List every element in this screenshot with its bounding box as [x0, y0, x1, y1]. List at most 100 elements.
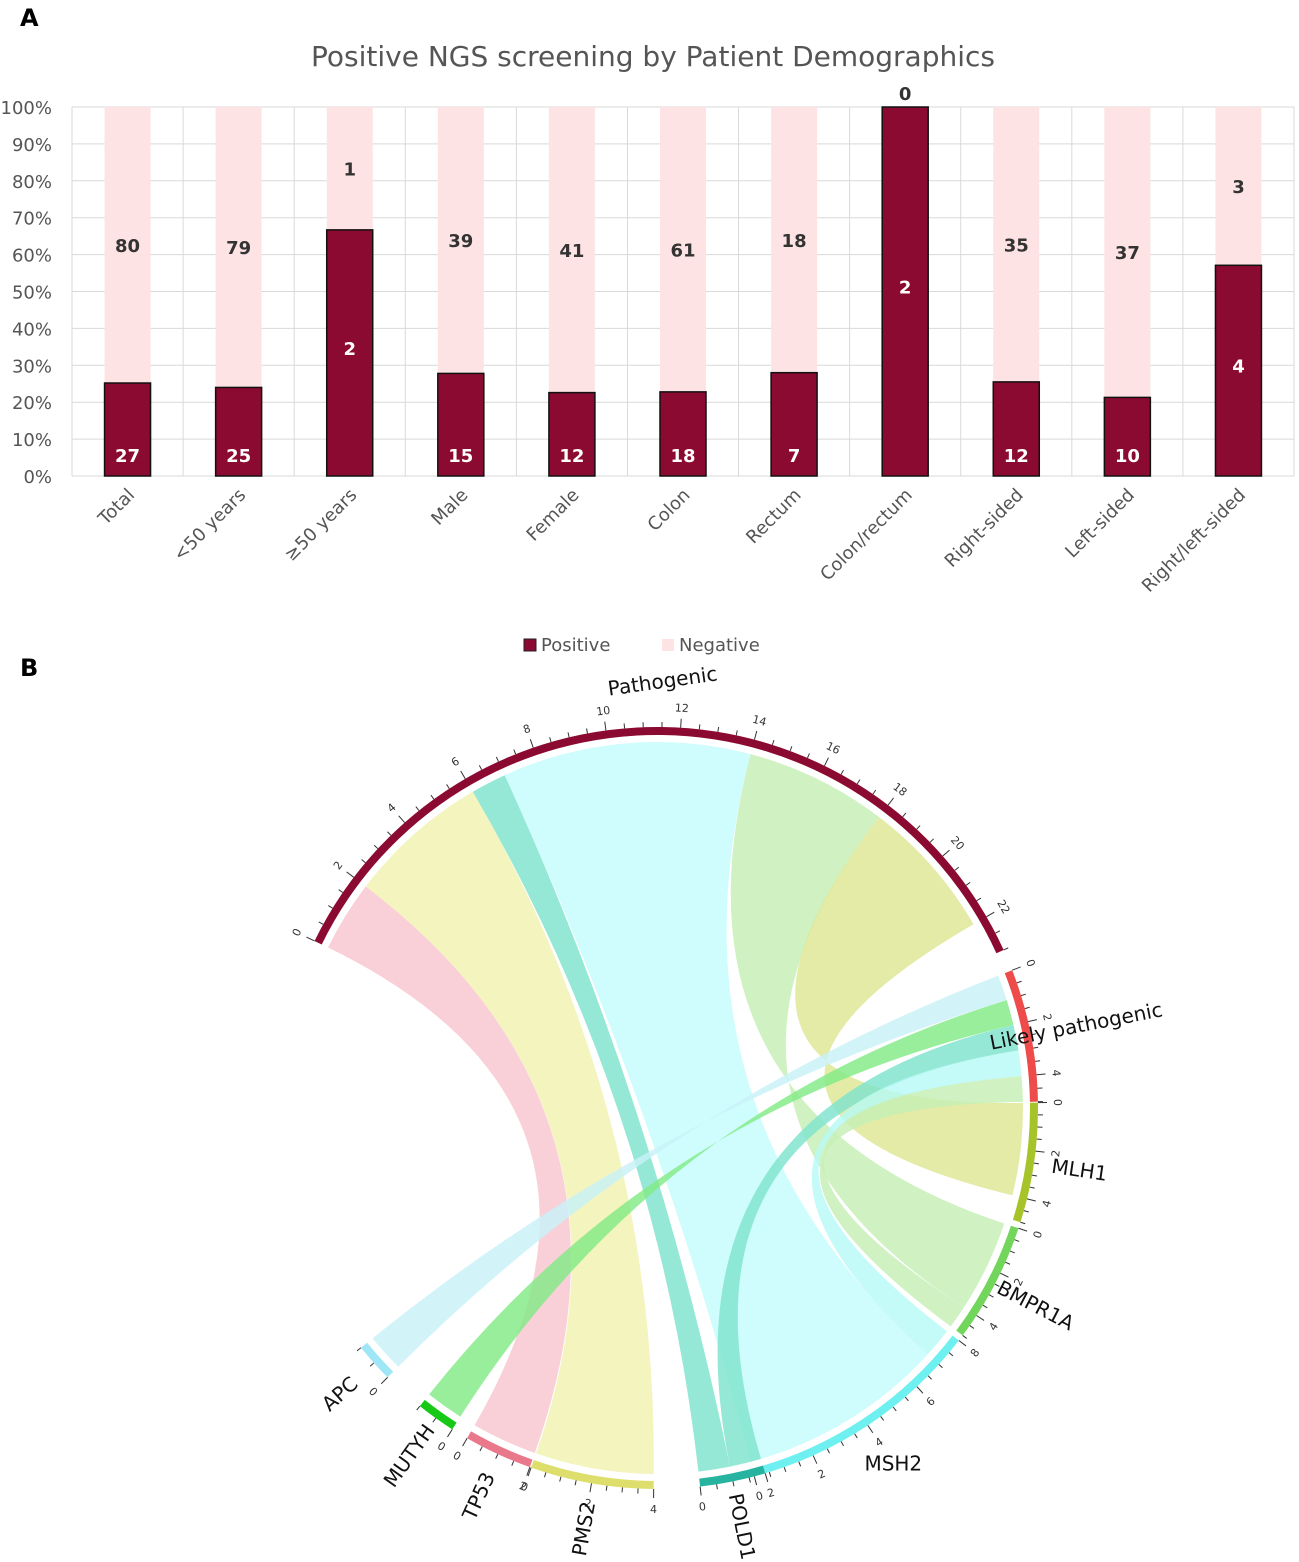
- legend-label-negative: Negative: [679, 635, 760, 656]
- tick-mark: [995, 930, 1001, 934]
- bar-label-positive: 12: [1004, 446, 1029, 467]
- link-likely-pathogenic-apc: [372, 975, 1007, 1367]
- link-likely-pathogenic-bmpr1a: [819, 1076, 1023, 1327]
- link-likely-pathogenic-mutyh: [429, 1000, 1014, 1417]
- bar-label-positive: 10: [1115, 446, 1140, 467]
- bar-marks: 27 80 25 79 2 1 15 39 12 41 18 61 7 18 2 0 12 35 10 37 4 3: [103, 84, 1263, 477]
- tick-mark: [840, 1441, 844, 1447]
- x-tick-label: Female: [523, 485, 584, 546]
- y-tick-label: 0%: [23, 467, 52, 488]
- tick-mark: [958, 1340, 967, 1347]
- tick-mark: [717, 726, 720, 732]
- tick-mark: [764, 1473, 769, 1483]
- tick-mark: [798, 1461, 802, 1467]
- bar-label-positive: 7: [788, 446, 801, 467]
- tick-mark: [735, 730, 738, 736]
- link-pathogenic-bmpr1a: [730, 754, 1005, 1308]
- chord-links: [328, 741, 1023, 1474]
- tick-label: 0: [1023, 958, 1038, 969]
- x-tick-label: Right-sided: [941, 485, 1028, 572]
- tick-label: 4: [1040, 1199, 1054, 1209]
- tick-mark: [559, 1476, 562, 1482]
- bar-label-negative: 80: [115, 236, 140, 257]
- tick-mark: [398, 815, 406, 823]
- bar-label-negative: 37: [1115, 243, 1140, 264]
- y-tick-label: 30%: [12, 356, 52, 377]
- tick-label: 18: [890, 780, 909, 799]
- bar-positive: [659, 391, 707, 477]
- tick-mark: [356, 1347, 362, 1352]
- tick-label: 10: [596, 704, 612, 719]
- bar-label-positive: 4: [1232, 357, 1245, 378]
- bar-negative: [660, 107, 706, 392]
- tick-mark: [699, 1486, 702, 1496]
- y-tick-label: 100%: [1, 98, 52, 119]
- bar-label-positive: 27: [115, 446, 140, 467]
- bar-positive: [437, 372, 485, 477]
- tick-mark: [988, 1294, 994, 1298]
- tick-mark: [460, 770, 466, 780]
- bar-label-negative: 41: [559, 241, 584, 262]
- tick-mark: [753, 730, 758, 740]
- x-tick-label: Left-sided: [1061, 485, 1139, 563]
- tick-mark: [369, 1362, 375, 1367]
- tick-mark: [965, 881, 971, 886]
- tick-mark: [1005, 1261, 1011, 1265]
- sector-likely-pathogenic: [1004, 970, 1038, 1102]
- tick-mark: [783, 1466, 787, 1473]
- tick-mark: [432, 1417, 437, 1423]
- tick-mark: [748, 1477, 751, 1483]
- legend-swatch-negative: [662, 639, 674, 651]
- link-pathogenic-pold1: [472, 775, 730, 1472]
- x-tick-label: <50 years: [169, 485, 250, 566]
- tick-mark: [1003, 947, 1009, 951]
- bar-positive: [325, 229, 374, 477]
- bar-positive: [1103, 396, 1152, 477]
- tick-label: 2: [1049, 1149, 1063, 1157]
- sector-label-msh2: MSH2: [864, 1452, 922, 1476]
- tick-mark: [938, 1364, 943, 1369]
- bar-label-negative: 18: [782, 231, 807, 252]
- tick-label: 12: [674, 701, 689, 715]
- tick-mark: [840, 769, 844, 775]
- sector-mlh1: [1012, 1102, 1038, 1223]
- bar-label-negative: 1: [343, 159, 356, 180]
- bar-positive: [1214, 264, 1263, 477]
- chord-sectors: [314, 727, 1038, 1489]
- tick-label: 4: [1049, 1069, 1063, 1077]
- tick-mark: [586, 728, 588, 734]
- chart-legend: Positive Negative: [523, 635, 760, 656]
- x-tick-label: Right/left-sided: [1138, 485, 1250, 597]
- x-tick-label: Rectum: [742, 485, 805, 548]
- bar-label-positive: 15: [448, 446, 473, 467]
- tick-mark: [430, 794, 435, 800]
- y-tick-label: 10%: [12, 430, 52, 451]
- bar-label-positive: 2: [899, 278, 912, 299]
- sector-pold1: [699, 1465, 766, 1487]
- tick-label: 0: [435, 1439, 448, 1454]
- tick-mark: [1027, 1019, 1037, 1023]
- tick-mark: [495, 1453, 499, 1459]
- bar-y-axis: 0% 10% 20% 30% 40% 50% 60% 70% 80% 90% 100%: [1, 98, 52, 488]
- tick-label: 0: [366, 1385, 380, 1399]
- bar-label-positive: 18: [670, 446, 695, 467]
- tick-mark: [447, 1429, 453, 1438]
- bar-positive: [103, 382, 152, 477]
- tick-mark: [416, 1405, 421, 1411]
- tick-mark: [446, 784, 450, 789]
- tick-label: 22: [994, 898, 1012, 917]
- tick-mark: [479, 1446, 483, 1452]
- tick-mark: [1026, 1198, 1036, 1202]
- tick-label: 0: [755, 1489, 765, 1503]
- y-tick-label: 20%: [12, 393, 52, 414]
- tick-mark: [976, 1315, 985, 1321]
- bar-negative: [1215, 107, 1262, 266]
- bar-positive: [214, 386, 263, 477]
- tick-mark: [680, 718, 682, 728]
- sector-mutyh: [419, 1399, 457, 1430]
- tick-mark: [1024, 1006, 1030, 1010]
- tick-label: 0: [698, 1500, 706, 1514]
- tick-mark: [948, 1352, 954, 1357]
- tick-label: 4: [650, 1503, 657, 1516]
- tick-mark: [812, 1455, 818, 1464]
